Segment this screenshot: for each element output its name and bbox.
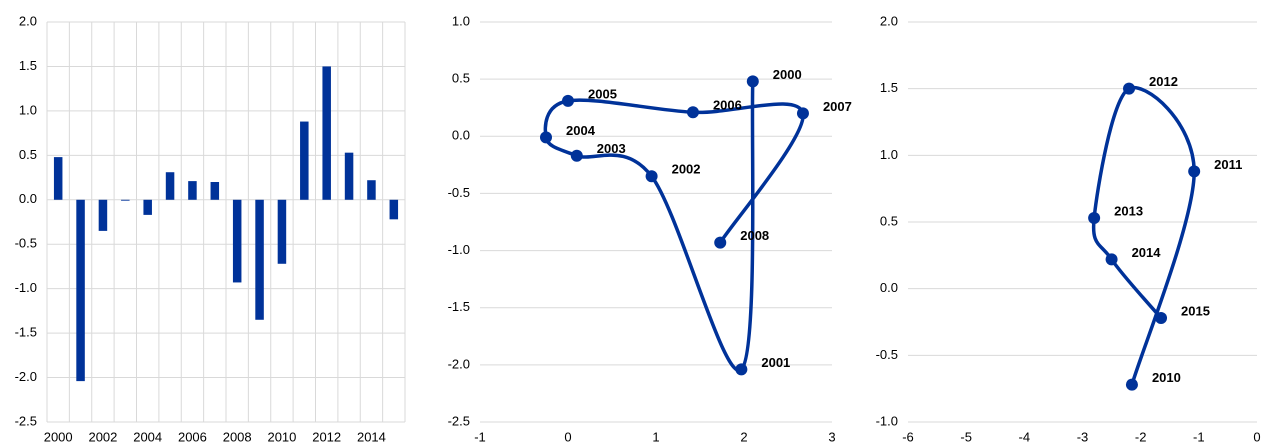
x-tick-label: 0 [564,429,571,444]
bar [232,199,242,283]
y-tick-label: -2.0 [448,356,470,371]
point [1123,82,1136,95]
y-tick-label: -1.0 [448,242,470,257]
y-tick-label: 0.0 [19,191,37,206]
point-label: 2012 [1149,74,1178,89]
point-label: 2002 [672,162,701,177]
x-tick-label: 2002 [88,429,117,444]
y-tick-label: -1.5 [15,325,37,340]
point-label: 2007 [823,99,852,114]
point-label: 2005 [588,86,617,101]
x-tick-label: -4 [1019,429,1031,444]
point [562,94,574,107]
y-tick-label: 2.0 [880,13,898,28]
point [746,75,759,88]
point [714,236,727,249]
bar [300,121,309,200]
bar [277,199,287,264]
bar [76,199,85,382]
y-tick-label: 1.0 [880,147,898,162]
y-tick-label: -1.0 [876,413,898,428]
bar [367,180,376,200]
point [1188,165,1201,178]
bar [143,199,152,215]
y-tick-label: 2.0 [19,13,37,28]
point-label: 2001 [761,355,790,370]
y-tick-label: -0.5 [876,347,898,362]
point [1155,312,1168,324]
point-label: 2004 [566,123,596,138]
y-tick-label: 0.5 [880,213,898,228]
point [796,107,809,120]
x-tick-label: -5 [960,429,972,444]
point [570,149,583,162]
bar [389,199,399,220]
x-tick-label: 2000 [44,429,73,444]
y-tick-label: -2.5 [448,413,470,428]
y-tick-label: 0.0 [880,280,898,295]
line [1091,85,1196,386]
point-label: 2000 [773,67,802,82]
x-tick-label: -3 [1077,429,1089,444]
x-tick-label: 2010 [267,429,296,444]
bar [98,199,108,231]
x-tick-label: -1 [1193,429,1205,444]
x-tick-label: -2 [1135,429,1147,444]
x-tick-label: 3 [828,429,835,444]
x-tick-label: 2014 [357,429,386,444]
y-tick-label: -0.5 [15,236,37,251]
y-tick-label: 1.0 [19,102,37,117]
y-tick-label: -0.5 [448,185,470,200]
point-label: 2010 [1152,370,1181,385]
bar [165,172,175,200]
x-tick-label: 2 [740,429,747,444]
x-tick-label: 2006 [178,429,207,444]
point [686,106,699,119]
x-tick-label: -1 [474,429,486,444]
point [1105,253,1118,266]
y-tick-label: -1.5 [448,299,470,314]
x-tick-label: 2004 [133,429,162,444]
x-tick-label: 1 [652,429,659,444]
point [1125,378,1138,391]
point [735,363,748,376]
bar [121,199,130,201]
x-tick-label: 2008 [223,429,252,444]
y-tick-label: 1.0 [452,13,470,28]
y-tick-label: 0.5 [19,147,37,162]
point-label: 2013 [1114,203,1143,218]
y-tick-label: -1.0 [15,280,37,295]
bar [344,152,354,200]
bar [53,157,63,200]
point [540,131,552,144]
x-tick-label: -6 [902,429,914,444]
bar [322,66,331,200]
point-label: 2015 [1181,303,1210,318]
x-tick-label: 2012 [312,429,341,444]
point-label: 2008 [740,228,769,243]
x-tick-label: 0 [1253,429,1260,444]
bar [255,199,264,320]
y-tick-label: 1.5 [19,58,37,73]
point-label: 2006 [713,98,742,113]
bar [188,181,197,200]
y-tick-label: 0.0 [452,128,470,143]
point-label: 2003 [597,141,626,156]
y-tick-label: 1.5 [880,80,898,95]
point [645,170,658,183]
point [1088,212,1101,224]
bar [210,182,220,200]
point-label: 2011 [1214,157,1242,172]
y-tick-label: -2.0 [15,369,37,384]
point-label: 2014 [1132,245,1162,260]
y-tick-label: -2.5 [15,413,37,428]
y-tick-label: 0.5 [452,71,470,86]
